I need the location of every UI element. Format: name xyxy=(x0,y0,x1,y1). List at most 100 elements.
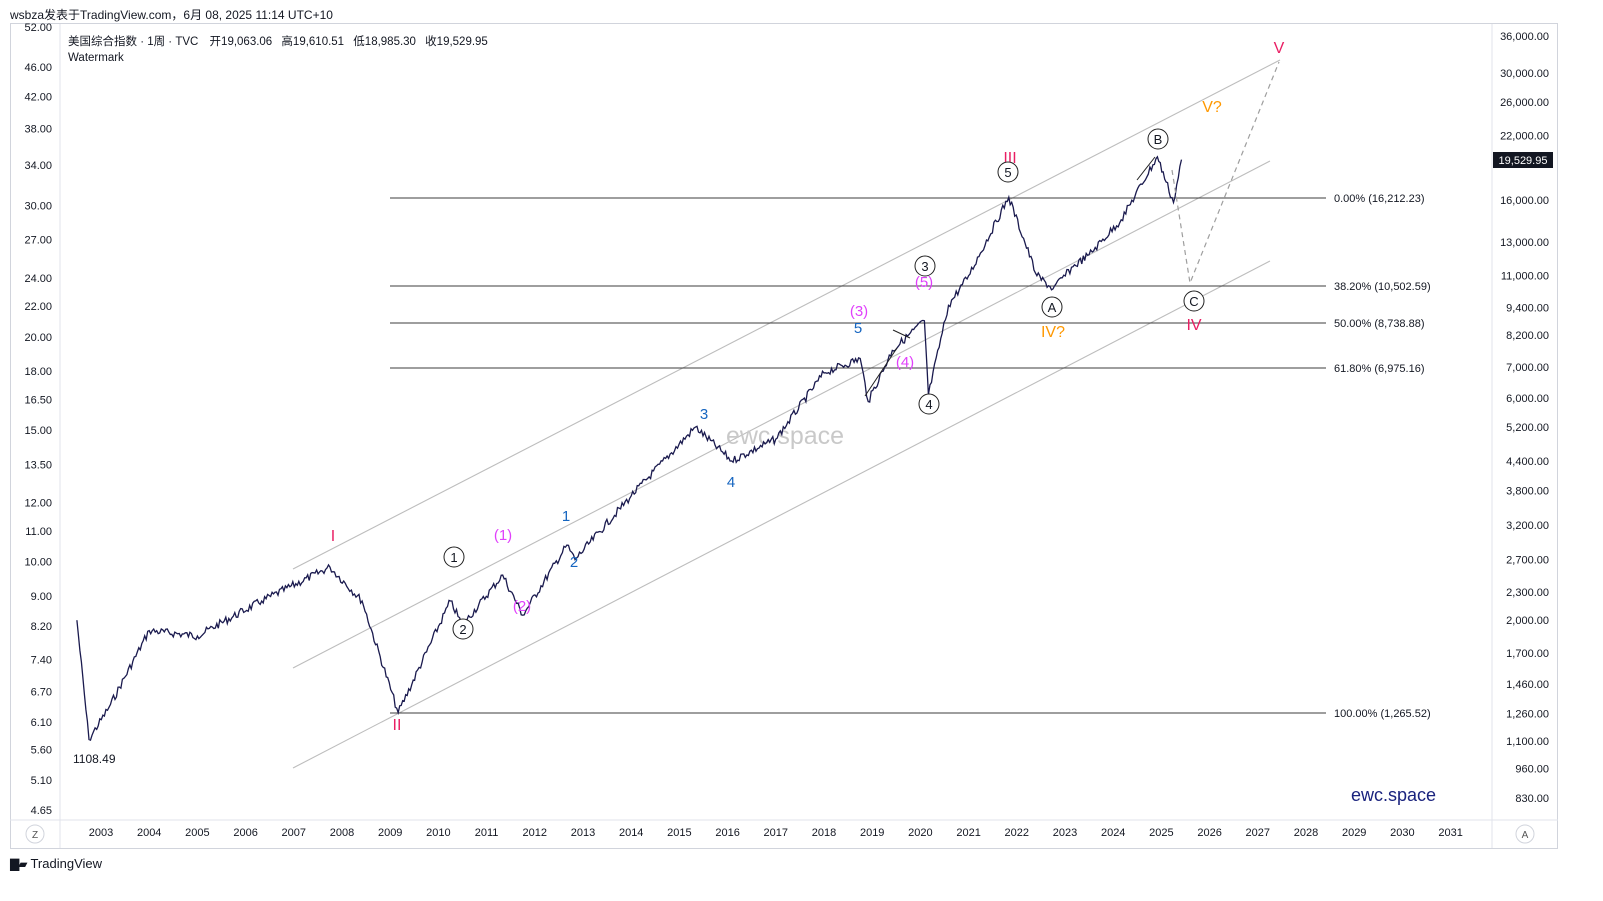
year-tick-label: 2005 xyxy=(185,827,209,839)
svg-text:3: 3 xyxy=(921,259,928,274)
channel-middle-line[interactable] xyxy=(293,161,1270,668)
right-tick-label: 830.00 xyxy=(1515,793,1549,805)
wave-orange-IV: IV? xyxy=(1041,324,1065,341)
right-tick-label: 1,100.00 xyxy=(1506,736,1549,748)
chart-svg[interactable]: 52.0046.0042.0038.0034.0030.0027.0024.00… xyxy=(0,0,1603,901)
svg-text:1: 1 xyxy=(450,550,457,565)
log-scale-button-left[interactable]: Z xyxy=(26,825,44,843)
right-tick-label: 11,000.00 xyxy=(1501,271,1549,283)
circled-label-1: 1 xyxy=(444,547,464,567)
right-tick-label: 2,700.00 xyxy=(1506,555,1549,567)
left-tick-label: 38.00 xyxy=(24,124,52,136)
left-tick-label: 5.10 xyxy=(31,775,52,787)
year-tick-label: 2010 xyxy=(426,827,450,839)
left-tick-label: 27.00 xyxy=(24,235,52,247)
circled-label-C: C xyxy=(1184,291,1204,311)
right-tick-label: 3,800.00 xyxy=(1506,485,1549,497)
price-series-line[interactable] xyxy=(77,157,1182,740)
channel-lower-line[interactable] xyxy=(293,261,1270,768)
wave-blue-3: 3 xyxy=(700,406,708,423)
wave-magenta-1: (1) xyxy=(494,527,512,544)
fib-level-label: 38.20% (10,502.59) xyxy=(1334,281,1431,293)
year-tick-label: 2011 xyxy=(475,827,499,839)
left-tick-label: 42.00 xyxy=(24,91,52,103)
tradingview-wordmark: TradingView xyxy=(30,856,102,871)
svg-text:Z: Z xyxy=(32,830,38,841)
left-tick-label: 18.00 xyxy=(24,366,52,378)
right-tick-label: 9,400.00 xyxy=(1506,302,1549,314)
left-tick-label: 9.00 xyxy=(31,591,52,603)
left-tick-label: 8.20 xyxy=(31,621,52,633)
right-tick-label: 1,700.00 xyxy=(1506,648,1549,660)
year-tick-label: 2013 xyxy=(571,827,595,839)
wave-magenta-4: (4) xyxy=(896,354,914,371)
left-tick-label: 7.40 xyxy=(31,654,52,666)
left-tick-label: 10.00 xyxy=(24,557,52,569)
year-tick-label: 2030 xyxy=(1390,827,1414,839)
fib-level-label: 0.00% (16,212.23) xyxy=(1334,193,1425,205)
right-tick-label: 7,000.00 xyxy=(1506,362,1549,374)
tradingview-logo-icon: ▇▰ xyxy=(10,857,26,871)
year-tick-label: 2003 xyxy=(89,827,113,839)
time-scale[interactable]: 2003 2004 2005 2006 2007 2008 2009 2010 2011 2012… xyxy=(89,827,1463,839)
year-tick-label: 2008 xyxy=(330,827,354,839)
watermark-indicator-label[interactable]: Watermark xyxy=(68,50,488,66)
auto-scale-button[interactable]: A xyxy=(1516,825,1534,843)
ohlc-high-label: 高 xyxy=(281,36,293,48)
right-tick-label: 1,460.00 xyxy=(1506,679,1549,691)
right-price-scale[interactable]: 36,000.00 30,000.00 26,000.00 22,000.00 16,0… xyxy=(1500,31,1549,805)
symbol-name[interactable]: 美国综合指数 · 1周 · TVC xyxy=(68,36,198,48)
projection-path xyxy=(1172,62,1279,283)
ohlc-low-label: 低 xyxy=(353,36,365,48)
right-tick-label: 16,000.00 xyxy=(1500,195,1549,207)
low-2003-annotation: 1108.49 xyxy=(73,752,116,766)
ohlc-high: 19,610.51 xyxy=(293,36,344,48)
svg-text:5: 5 xyxy=(1004,165,1011,180)
left-tick-label: 12.00 xyxy=(24,498,52,510)
wave-red-I: I xyxy=(331,528,335,545)
left-tick-label: 13.50 xyxy=(24,459,52,471)
year-tick-label: 2029 xyxy=(1342,827,1366,839)
ohlc-open: 19,063.06 xyxy=(221,36,272,48)
fib-retracement[interactable] xyxy=(390,198,1326,713)
ohlc-close-label: 收 xyxy=(425,36,437,48)
year-tick-label: 2015 xyxy=(667,827,691,839)
symbol-row[interactable]: 美国综合指数 · 1周 · TVC 开19,063.06 高19,610.51 … xyxy=(68,34,488,50)
year-tick-label: 2007 xyxy=(282,827,306,839)
wave-orange-V: V? xyxy=(1202,99,1222,116)
right-tick-label: 8,200.00 xyxy=(1506,330,1549,342)
left-tick-label: 5.60 xyxy=(31,745,52,757)
trend-channel[interactable] xyxy=(293,60,1280,768)
svg-text:4: 4 xyxy=(925,397,932,412)
wave-blue-2: 2 xyxy=(570,554,578,571)
svg-text:2: 2 xyxy=(459,622,466,637)
wave-magenta-5: (5) xyxy=(915,274,933,291)
right-tick-label: 3,200.00 xyxy=(1506,520,1549,532)
right-tick-label: 960.00 xyxy=(1515,764,1549,776)
year-tick-label: 2016 xyxy=(715,827,739,839)
fib-level-label: 50.00% (8,738.88) xyxy=(1334,318,1425,330)
year-tick-label: 2004 xyxy=(137,827,161,839)
ohlc-close: 19,529.95 xyxy=(437,36,488,48)
year-tick-label: 2023 xyxy=(1053,827,1077,839)
left-price-scale[interactable]: 52.00 46.00 42.00 38.00 34.00 30.00 27.00 24.00… xyxy=(24,22,52,817)
year-tick-label: 2021 xyxy=(956,827,980,839)
left-tick-label: 52.00 xyxy=(24,22,52,34)
right-tick-label: 30,000.00 xyxy=(1500,68,1549,80)
wave-red-II: II xyxy=(393,717,402,734)
tradingview-footer[interactable]: ▇▰ TradingView xyxy=(10,856,102,871)
year-tick-label: 2018 xyxy=(812,827,836,839)
right-tick-label: 2,300.00 xyxy=(1506,587,1549,599)
circled-label-4: 4 xyxy=(919,394,939,414)
legend: 美国综合指数 · 1周 · TVC 开19,063.06 高19,610.51 … xyxy=(68,34,488,66)
wave-blue-1: 1 xyxy=(562,508,570,525)
svg-text:C: C xyxy=(1189,294,1198,309)
right-tick-label: 13,000.00 xyxy=(1500,237,1549,249)
left-tick-label: 15.00 xyxy=(24,425,52,437)
fib-level-label: 100.00% (1,265.52) xyxy=(1334,708,1431,720)
left-tick-label: 11.00 xyxy=(25,526,52,538)
last-price-text: 19,529.95 xyxy=(1499,155,1548,167)
channel-upper-line[interactable] xyxy=(293,60,1280,569)
year-tick-label: 2006 xyxy=(233,827,257,839)
year-tick-label: 2014 xyxy=(619,827,643,839)
